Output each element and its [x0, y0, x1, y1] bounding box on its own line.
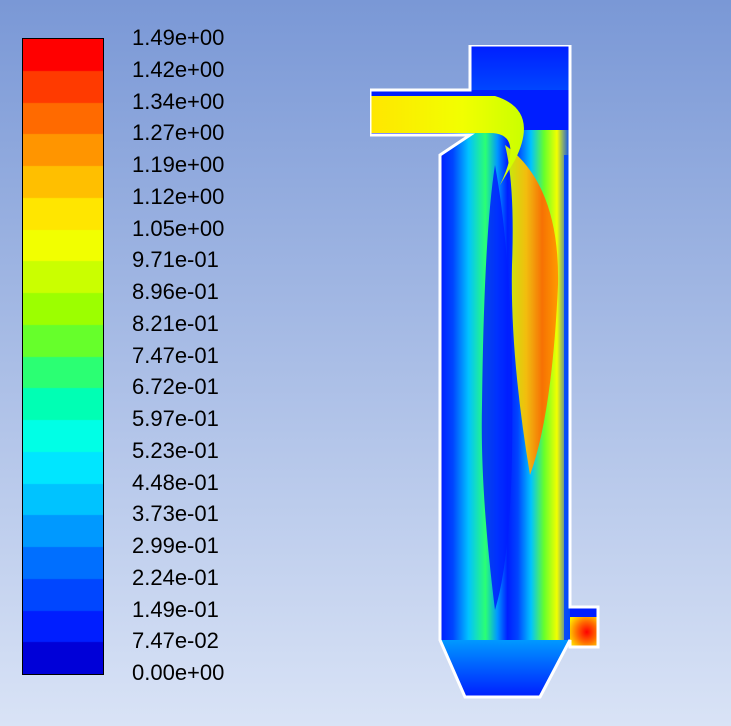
colorbar-label: 1.34e+00 [132, 91, 224, 113]
contour-plot [370, 45, 630, 715]
colorbar-label: 1.49e+00 [132, 27, 224, 49]
colorbar-label: 7.47e-02 [132, 630, 224, 652]
colorbar-label: 5.97e-01 [132, 408, 224, 430]
colorbar-label: 2.99e-01 [132, 535, 224, 557]
top-cap [470, 45, 570, 90]
colorbar-label: 6.72e-01 [132, 376, 224, 398]
bottom-taper [440, 640, 570, 697]
colorbar [22, 38, 104, 675]
colorbar-label: 1.42e+00 [132, 59, 224, 81]
colorbar-label: 1.49e-01 [132, 599, 224, 621]
colorbar-label: 1.12e+00 [132, 186, 224, 208]
colorbar-label: 0.00e+00 [132, 662, 224, 684]
colorbar-label: 4.48e-01 [132, 472, 224, 494]
colorbar-label: 3.73e-01 [132, 503, 224, 525]
colorbar-label: 1.05e+00 [132, 218, 224, 240]
cfd-legend-view: 1.49e+00 1.42e+00 1.34e+00 1.27e+00 1.19e+00… [0, 0, 731, 726]
colorbar-label: 7.47e-01 [132, 345, 224, 367]
outlet-stub [570, 617, 598, 647]
colorbar-labels: 1.49e+00 1.42e+00 1.34e+00 1.27e+00 1.19e+00… [132, 27, 224, 684]
colorbar-label: 5.23e-01 [132, 440, 224, 462]
colorbar-label: 2.24e-01 [132, 567, 224, 589]
colorbar-label: 9.71e-01 [132, 249, 224, 271]
colorbar-wrap [22, 38, 104, 675]
colorbar-label: 1.27e+00 [132, 122, 224, 144]
colorbar-label: 1.19e+00 [132, 154, 224, 176]
colorbar-label: 8.21e-01 [132, 313, 224, 335]
colorbar-label: 8.96e-01 [132, 281, 224, 303]
